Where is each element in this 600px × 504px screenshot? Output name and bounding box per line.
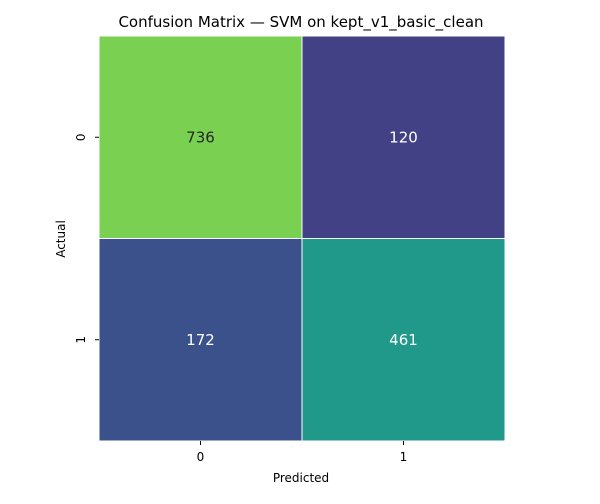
cell-value-0-1: 120 bbox=[389, 128, 418, 146]
heatmap-cell-0-1 bbox=[301, 35, 506, 239]
x-tick-label-1: 1 bbox=[400, 450, 408, 464]
cell-value-1-1: 461 bbox=[389, 331, 418, 349]
heatmap-cells bbox=[98, 35, 506, 442]
y-tick-label-1: 1 bbox=[74, 336, 88, 344]
x-tick-label-0: 0 bbox=[197, 450, 205, 464]
heatmap-cell-0-0 bbox=[98, 35, 303, 239]
chart-title: Confusion Matrix — SVM on kept_v1_basic_… bbox=[118, 13, 483, 32]
y-axis-ticks: 01 bbox=[74, 133, 99, 344]
y-axis-label: Actual bbox=[54, 220, 68, 258]
x-axis-label: Predicted bbox=[273, 471, 329, 485]
cell-value-1-0: 172 bbox=[186, 331, 215, 349]
cell-annotations: 736 120 172 461 bbox=[186, 128, 418, 349]
cell-value-0-0: 736 bbox=[186, 128, 215, 146]
heatmap-cell-1-1 bbox=[301, 238, 506, 442]
y-tick-label-0: 0 bbox=[74, 133, 88, 141]
heatmap-cell-1-0 bbox=[98, 238, 303, 442]
